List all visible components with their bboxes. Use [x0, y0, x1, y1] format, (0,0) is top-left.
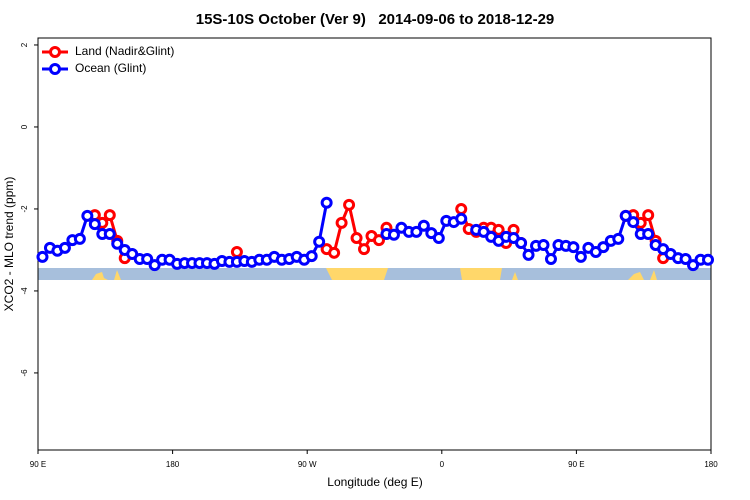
- data-point: [350, 232, 363, 245]
- data-point: [358, 243, 371, 256]
- data-point: [410, 225, 423, 238]
- data-point: [597, 241, 610, 254]
- x-tick-label: 0: [440, 460, 445, 469]
- data-point: [103, 209, 116, 222]
- land-patch: [326, 268, 388, 280]
- data-point: [103, 227, 116, 240]
- y-tick-label: -4: [20, 287, 29, 295]
- data-point: [642, 227, 655, 240]
- data-point: [141, 252, 154, 265]
- data-point: [432, 232, 445, 245]
- legend: Land (Nadir&Glint) Ocean (Glint): [42, 44, 174, 75]
- data-point: [574, 250, 587, 263]
- data-point: [619, 209, 632, 222]
- y-tick-label: 0: [20, 124, 29, 129]
- legend-marker: [49, 46, 61, 58]
- data-point: [148, 259, 161, 272]
- data-point: [687, 259, 700, 272]
- data-point: [642, 209, 655, 222]
- data-point: [305, 250, 318, 263]
- data-point: [230, 245, 243, 258]
- x-tick-label: 90 E: [568, 460, 584, 469]
- x-axis-label: Longitude (deg E): [327, 475, 422, 489]
- data-point: [320, 196, 333, 209]
- data-point: [387, 228, 400, 241]
- data-point: [544, 252, 557, 265]
- land-patch: [92, 270, 121, 280]
- land-patch: [628, 270, 657, 280]
- data-point: [679, 252, 692, 265]
- x-tick-label: 90 W: [298, 460, 317, 469]
- x-tick-label: 90 E: [30, 460, 46, 469]
- data-point: [417, 219, 430, 232]
- x-tick-label: 180: [704, 460, 718, 469]
- land-patch: [460, 268, 518, 280]
- x-tick-label: 180: [166, 460, 180, 469]
- data-point: [111, 237, 124, 250]
- chart-title: 15S-10S October (Ver 9) 2014-09-06 to 20…: [196, 11, 555, 28]
- data-point: [537, 239, 550, 252]
- y-tick-label: -6: [20, 369, 29, 377]
- data-point: [702, 253, 715, 266]
- data-point: [343, 198, 356, 211]
- data-point: [455, 212, 468, 225]
- y-tick-label: 2: [20, 42, 29, 47]
- data-point: [81, 209, 94, 222]
- data-point: [88, 218, 101, 231]
- data-point: [522, 248, 535, 261]
- data-point: [328, 246, 341, 259]
- plot-frame: [37, 37, 712, 451]
- data-point: [627, 216, 640, 229]
- data-point: [515, 236, 528, 249]
- data-point: [73, 232, 86, 245]
- data-point: [36, 250, 49, 263]
- legend-label: Ocean (Glint): [75, 61, 146, 75]
- data-point: [335, 216, 348, 229]
- y-axis-label: XCO2 - MLO trend (ppm): [2, 177, 16, 312]
- data-point: [492, 223, 505, 236]
- legend-label: Land (Nadir&Glint): [75, 44, 174, 58]
- legend-marker: [49, 63, 61, 75]
- data-point: [313, 235, 326, 248]
- y-tick-label: -2: [20, 205, 29, 213]
- data-point: [612, 232, 625, 245]
- land-ocean-mask: [38, 268, 711, 280]
- data-point: [372, 234, 385, 247]
- data-point: [567, 241, 580, 254]
- data-point: [455, 202, 468, 215]
- data-point: [58, 241, 71, 254]
